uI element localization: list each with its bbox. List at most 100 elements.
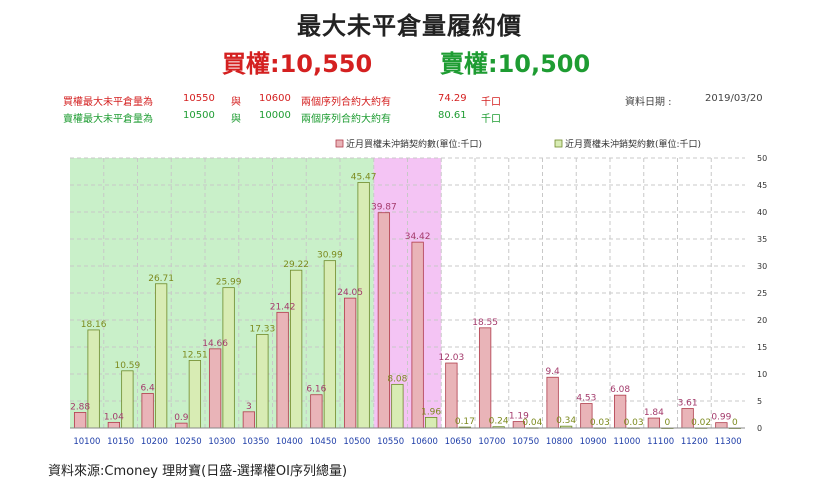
- call-value-label-11300: 0.99: [711, 413, 731, 423]
- put-value-label-10550: 8.08: [387, 374, 407, 384]
- put-value-label-10900: 0.03: [590, 418, 610, 428]
- x-tick-label-11200: 11200: [681, 437, 708, 447]
- call-bar-10550: [377, 212, 391, 429]
- put-value-label-10800: 0.34: [556, 416, 576, 426]
- put-value-label-10350: 17.33: [249, 324, 275, 334]
- call-value-label-10350: 3: [246, 402, 252, 412]
- call-bar-10300: [208, 348, 222, 429]
- x-tick-label-10350: 10350: [242, 437, 269, 447]
- call-bar-10200: [141, 393, 154, 429]
- y-tick-label: 35: [757, 235, 767, 244]
- put-value-label-11100: 0: [665, 418, 671, 428]
- call-summary: 買權:10,550: [222, 50, 373, 78]
- y-tick-label: 10: [757, 370, 767, 379]
- put-value-label-10700: 0.24: [489, 417, 509, 427]
- y-tick-label: 0: [757, 424, 762, 433]
- call-value: 74.29: [438, 93, 467, 104]
- grid-lines: [70, 157, 745, 429]
- date-value: 2019/03/20: [705, 93, 763, 104]
- and-1: 與: [231, 97, 241, 108]
- call-value-label-10450: 6.16: [306, 385, 326, 395]
- put-value-label-10750: 0.04: [522, 418, 542, 428]
- call-value-label-10550: 39.87: [371, 203, 397, 213]
- legend-swatch-0: [335, 139, 344, 148]
- put-unit: 千口: [481, 114, 501, 125]
- put-value-label-11000: 0.03: [624, 418, 644, 428]
- call-bar-11100: [647, 417, 661, 429]
- put-value-label-10600: 1.96: [421, 407, 441, 417]
- call-bar-10100: [73, 412, 87, 429]
- x-tick-label-10700: 10700: [478, 437, 505, 447]
- legend-label-0: 近月買權未沖銷契約數(單位:千口): [346, 138, 482, 150]
- x-tick-label-10550: 10550: [377, 437, 404, 447]
- call-value-label-10700: 18.55: [472, 318, 498, 328]
- put-value-label-11200: 0.02: [691, 418, 711, 428]
- put-value-label-10450: 30.99: [317, 251, 343, 261]
- put-bar-10350: [256, 334, 269, 429]
- bars: [73, 182, 742, 429]
- x-tick-label-10200: 10200: [141, 437, 168, 447]
- x-tick-label-10750: 10750: [512, 437, 539, 447]
- call-bar-10250: [175, 422, 188, 429]
- put-bar-10250: [188, 360, 202, 429]
- x-tick-label-10900: 10900: [580, 437, 607, 447]
- put-value-label-10100: 18.16: [81, 320, 107, 330]
- source-note: 資料來源:Cmoney 理財寶(日盛-選擇權OI序列總量): [48, 464, 348, 479]
- put-bar-10200: [154, 283, 168, 429]
- put-bar-10300: [222, 287, 235, 429]
- put-bar-10400: [289, 269, 303, 429]
- call-value-label-10150: 1.04: [104, 412, 124, 422]
- call-value-label-10100: 2.88: [70, 402, 90, 412]
- call-value-label-11100: 1.84: [644, 408, 664, 418]
- y-tick-label: 5: [757, 397, 762, 406]
- call-strike-1: 10550: [183, 93, 215, 104]
- call-value-label-10400: 21.42: [270, 302, 296, 312]
- call-bar-11300: [715, 422, 728, 429]
- call-strike-2: 10600: [259, 93, 291, 104]
- call-value-label-11000: 6.08: [610, 385, 630, 395]
- call-bar-10600: [411, 241, 424, 429]
- call-bar-10350: [242, 411, 256, 429]
- x-tick-label-11000: 11000: [613, 437, 640, 447]
- and-2: 與: [231, 114, 241, 125]
- put-strike-1: 10500: [183, 110, 215, 121]
- legend-swatch-1: [554, 139, 563, 148]
- x-tick-label-10450: 10450: [310, 437, 337, 447]
- y-tick-label: 30: [757, 262, 767, 271]
- y-tick-label: 15: [757, 343, 767, 352]
- y-tick-label: 40: [757, 208, 767, 217]
- legend-label-1: 近月賣權未沖銷契約數(單位:千口): [565, 138, 701, 150]
- call-value-label-11200: 3.61: [678, 399, 698, 409]
- put-value-label-11300: 0: [732, 418, 738, 428]
- x-tick-label-10800: 10800: [546, 437, 573, 447]
- put-bar-10100: [87, 329, 100, 429]
- put-value-label-10650: 0.17: [455, 417, 475, 427]
- put-bar-10500: [357, 182, 370, 429]
- put-strike-2: 10000: [259, 110, 291, 121]
- x-tick-label-10300: 10300: [208, 437, 235, 447]
- call-value-label-10900: 4.53: [576, 394, 596, 404]
- y-tick-label: 20: [757, 316, 767, 325]
- call-bar-10450: [310, 394, 323, 429]
- call-value-label-10500: 24.05: [337, 288, 363, 298]
- call-bar-10150: [107, 421, 121, 429]
- call-value-label-10600: 34.42: [405, 232, 431, 242]
- call-value-label-10250: 0.9: [174, 413, 189, 423]
- x-tick-label-10150: 10150: [107, 437, 134, 447]
- put-value-label-10300: 25.99: [216, 278, 242, 288]
- page-title: 最大未平倉量履約價: [297, 12, 522, 40]
- x-tick-label-10600: 10600: [411, 437, 438, 447]
- call-label: 買權最大未平倉量為: [63, 97, 153, 108]
- call-value-label-10800: 9.4: [545, 367, 560, 377]
- call-unit: 千口: [481, 97, 501, 108]
- put-value-label-10500: 45.47: [351, 172, 377, 182]
- y-tick-label: 25: [757, 289, 767, 298]
- y-tick-label: 45: [757, 181, 767, 190]
- call-desc: 兩個序列合約大約有: [301, 97, 391, 108]
- info-panel: 買權最大未平倉量為 10550 與 10600 兩個序列合約大約有 74.29 …: [63, 91, 763, 129]
- put-bar-10450: [323, 260, 337, 429]
- x-tick-label-10250: 10250: [175, 437, 202, 447]
